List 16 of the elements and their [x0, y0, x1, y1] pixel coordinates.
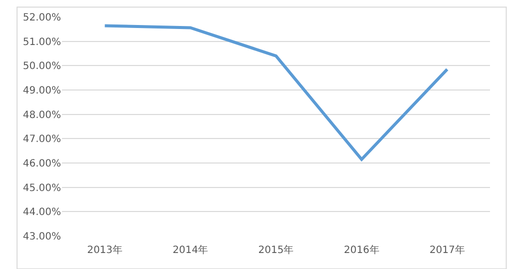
x-tick-label: 2015年: [258, 244, 294, 256]
y-tick-label: 51.00%: [22, 36, 61, 48]
y-tick-label: 47.00%: [22, 134, 61, 146]
y-tick-label: 52.00%: [22, 12, 61, 24]
x-tick-label: 2014年: [172, 244, 208, 256]
y-tick-label: 48.00%: [22, 110, 61, 121]
y-tick-label: 46.00%: [22, 158, 61, 170]
x-tick-label: 2013年: [87, 244, 123, 256]
y-tick-label: 45.00%: [22, 182, 61, 194]
y-tick-label: 43.00%: [22, 232, 61, 242]
line-series: [103, 24, 449, 161]
y-tick-label: 50.00%: [22, 61, 61, 72]
x-tick-label: 2017年: [429, 244, 465, 256]
x-tick-label: 2016年: [344, 244, 380, 256]
y-tick-label: 44.00%: [22, 207, 61, 218]
y-tick-label: 49.00%: [22, 86, 61, 96]
